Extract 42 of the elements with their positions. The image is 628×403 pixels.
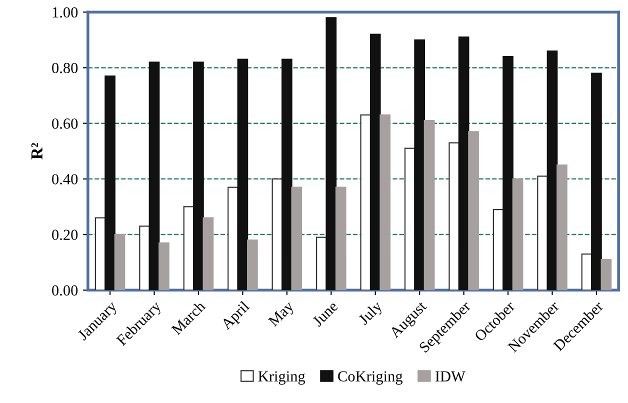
bar xyxy=(546,50,558,290)
bar xyxy=(139,226,150,290)
bar xyxy=(237,58,248,290)
bar xyxy=(468,131,479,290)
bar xyxy=(247,240,258,290)
bar xyxy=(600,259,612,290)
y-tick-label: 0.00 xyxy=(52,285,78,296)
y-tick-label: 0.80 xyxy=(52,62,78,74)
y-tick-label: 0.40 xyxy=(52,174,78,184)
y-tick-label: 1.00 xyxy=(52,7,78,18)
bar xyxy=(448,142,460,290)
legend-label: IDW xyxy=(435,371,466,382)
bar xyxy=(158,242,170,290)
bar xyxy=(335,186,346,290)
bar xyxy=(512,178,524,290)
bar xyxy=(228,186,238,290)
x-tick-label: June xyxy=(312,300,338,328)
bar xyxy=(537,176,548,290)
bar xyxy=(282,58,292,290)
bar xyxy=(291,186,302,290)
bar xyxy=(370,34,381,290)
bar xyxy=(193,62,204,290)
y-axis-title: R² xyxy=(31,143,42,160)
bar xyxy=(591,72,602,290)
bar xyxy=(424,120,435,290)
bar xyxy=(360,114,372,290)
legend-label: Kriging xyxy=(258,371,306,385)
x-tick-label: May xyxy=(268,300,297,330)
bar xyxy=(148,62,160,290)
bar xyxy=(414,39,425,290)
bar xyxy=(502,56,514,290)
bar xyxy=(104,75,116,290)
y-tick-label: 0.20 xyxy=(52,230,78,240)
x-tick-label: July xyxy=(358,300,386,328)
y-tick-label: 0.60 xyxy=(52,118,78,129)
bar xyxy=(202,217,214,290)
bar xyxy=(326,17,337,290)
legend-label: CoKriging xyxy=(338,371,403,385)
bar xyxy=(380,114,391,290)
bar xyxy=(114,234,126,290)
bar xyxy=(458,36,470,290)
bar xyxy=(556,164,568,290)
